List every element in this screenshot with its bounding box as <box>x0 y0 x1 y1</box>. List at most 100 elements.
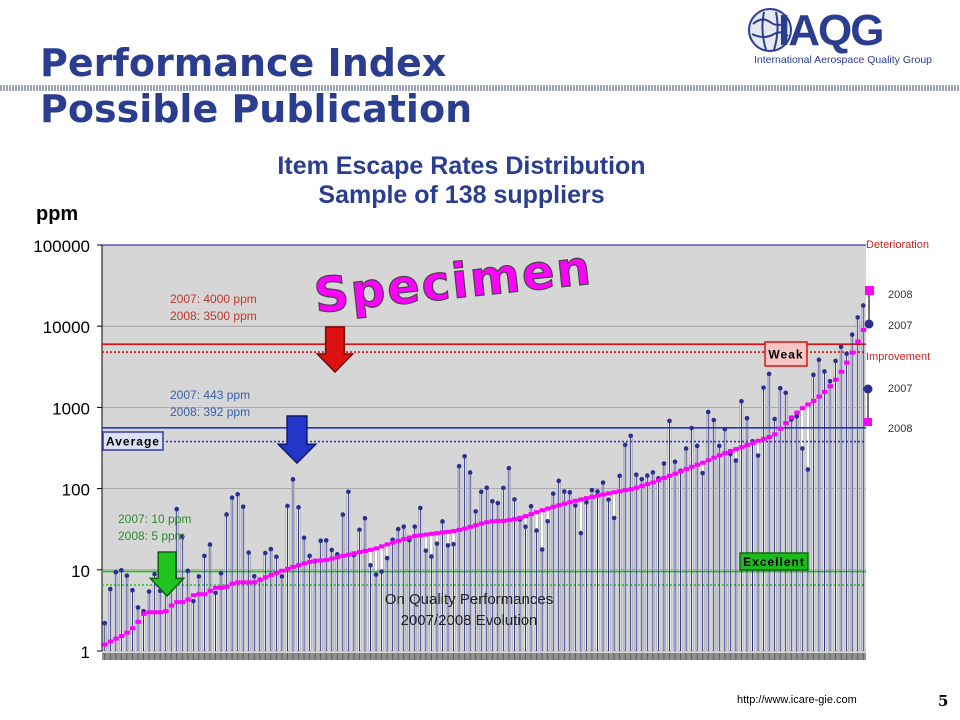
marker-2007 <box>711 417 717 423</box>
marker-2007 <box>279 574 285 579</box>
chart-caption-line-2: 2007/2008 Evolution <box>401 612 538 629</box>
marker-2008 <box>102 642 108 647</box>
marker-2008 <box>855 339 861 344</box>
marker-2007 <box>373 572 379 577</box>
marker-2007 <box>811 372 816 378</box>
marker-2008 <box>445 529 452 534</box>
iaqg-logo: IAQG International Aerospace Quality Gro… <box>740 6 955 68</box>
marker-2008 <box>622 488 629 493</box>
marker-2008 <box>478 521 485 526</box>
improvement-year-1: 2007 <box>888 383 912 395</box>
marker-2007 <box>550 491 556 496</box>
marker-2007 <box>384 555 390 561</box>
marker-2007 <box>694 443 700 449</box>
marker-2008 <box>373 546 380 551</box>
marker-2007 <box>251 573 257 579</box>
marker-2007 <box>573 503 578 508</box>
marker-2008 <box>218 585 225 590</box>
marker-2007 <box>683 446 689 451</box>
marker-2008 <box>207 588 213 593</box>
marker-2008 <box>539 508 546 513</box>
deterioration-label: Deterioration <box>866 239 929 251</box>
marker-2008 <box>860 327 867 332</box>
marker-2007 <box>246 550 252 555</box>
marker-2008 <box>340 553 346 558</box>
marker-2008 <box>362 548 368 553</box>
marker-2008 <box>201 592 208 597</box>
marker-2007 <box>307 553 312 559</box>
title-divider <box>0 85 960 91</box>
marker-2008 <box>550 504 557 509</box>
marker-2007 <box>766 371 772 377</box>
marker-2008 <box>246 580 252 585</box>
marker-2008 <box>185 597 191 602</box>
annotation-2-line-2: 2008: 392 ppm <box>170 405 250 419</box>
marker-2008 <box>761 436 767 441</box>
slide-title: Performance Index Possible Publication <box>40 40 472 132</box>
marker-2007 <box>584 500 589 505</box>
chart-title-line: Item Escape Rates Distribution <box>277 152 646 180</box>
marker-2008 <box>323 558 330 563</box>
marker-2007 <box>130 587 135 593</box>
marker-2007 <box>490 498 495 504</box>
marker-2007 <box>777 385 783 391</box>
marker-2008 <box>456 527 463 532</box>
page-number: 5 <box>938 692 949 710</box>
marker-2008 <box>379 544 385 549</box>
marker-2007 <box>716 443 722 449</box>
marker-2007 <box>689 425 694 431</box>
annotation-1-line-2: 2008: 3500 ppm <box>170 309 257 323</box>
weak-label: Weak <box>768 348 803 362</box>
marker-2007 <box>329 547 335 553</box>
globe-icon <box>748 8 792 52</box>
marker-2008 <box>617 489 623 494</box>
marker-2007 <box>108 586 113 592</box>
marker-2007 <box>855 315 860 320</box>
marker-2008 <box>334 555 341 560</box>
marker-2007 <box>816 357 822 363</box>
average-arrow-icon <box>276 415 318 465</box>
marker-2007 <box>301 535 307 541</box>
marker-2007 <box>318 538 323 543</box>
marker-2007 <box>705 409 711 415</box>
marker-2007 <box>633 472 639 478</box>
marker-2007 <box>512 497 517 502</box>
marker-2007 <box>240 504 246 510</box>
marker-2007 <box>800 446 805 451</box>
y-grid <box>102 244 866 571</box>
marker-2007 <box>506 465 512 471</box>
marker-2007 <box>501 485 506 491</box>
annotation-3-line-2: 2008: 5 ppm <box>118 529 185 543</box>
marker-2007 <box>534 528 539 533</box>
marker-2008 <box>755 438 762 443</box>
marker-2007 <box>423 548 429 553</box>
x-axis-supplier-labels <box>102 653 866 660</box>
marker-2008 <box>799 406 806 411</box>
marker-2007 <box>567 490 573 495</box>
deterioration-year-1: 2008 <box>888 289 912 301</box>
marker-2008 <box>750 440 756 445</box>
marker-2007 <box>805 467 811 472</box>
y-tick-label: 1 <box>81 643 90 662</box>
marker-2008 <box>235 580 241 585</box>
marker-2008 <box>805 402 811 407</box>
marker-2008 <box>224 584 230 589</box>
marker-2008 <box>572 498 579 503</box>
marker-2007 <box>606 497 611 502</box>
deterioration-marker-2007 <box>864 319 874 329</box>
marker-2008 <box>783 421 789 426</box>
marker-2007 <box>822 369 827 374</box>
marker-2008 <box>528 512 535 517</box>
y-tick-label: 10 <box>71 562 90 581</box>
y-tick-label: 1000 <box>52 399 90 418</box>
marker-2008 <box>661 475 667 480</box>
marker-2007 <box>528 503 534 509</box>
marker-2008 <box>368 547 374 552</box>
marker-2008 <box>821 389 828 394</box>
marker-2008 <box>849 350 856 355</box>
marker-2008 <box>511 517 518 522</box>
marker-2007 <box>229 495 235 500</box>
marker-2008 <box>844 360 850 365</box>
marker-2008 <box>384 542 391 547</box>
